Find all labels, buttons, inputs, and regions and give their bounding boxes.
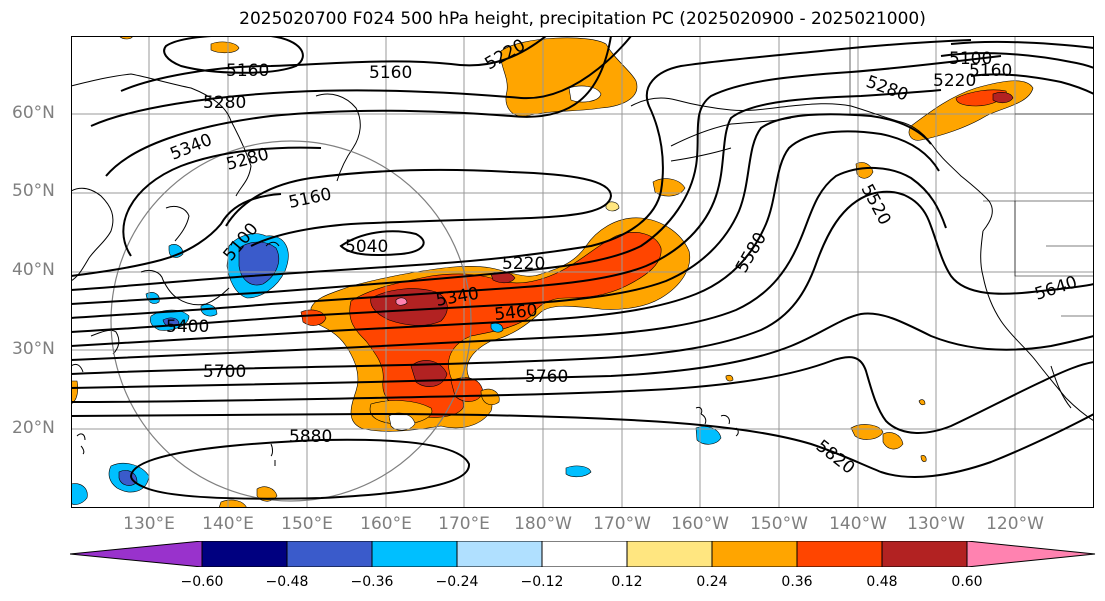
map-panel: 5160 5160 5220 5100 5160 5220 5280 5280 … [71, 36, 1094, 508]
colorbar-tick-label: 0.60 [951, 574, 983, 590]
map-frame [71, 36, 1094, 508]
colorbar-tick-label: −0.60 [180, 574, 224, 590]
lat-label-50n: 50°N [12, 181, 55, 201]
lon-label-180w: 180°W [514, 514, 572, 534]
circle-overlay [110, 140, 472, 502]
lon-label-160w: 160°W [671, 514, 729, 534]
contour-label: 5880 [289, 427, 332, 447]
contour-label: 5400 [166, 317, 209, 337]
contour-label: 5220 [933, 71, 976, 91]
lon-label-170w: 170°W [593, 514, 651, 534]
contour-label: 5160 [226, 61, 269, 81]
contour-label: 5100 [949, 49, 992, 69]
map-title: 2025020700 F024 500 hPa height, precipit… [239, 9, 926, 29]
colorbar-tick-label: −0.24 [435, 574, 479, 590]
lon-label-120w: 120°W [986, 514, 1044, 534]
lon-label-140e: 140°E [202, 514, 254, 534]
contour-label: 5280 [203, 93, 246, 113]
height-contours [71, 36, 1094, 500]
lat-label-30n: 30°N [12, 339, 55, 359]
lon-label-130e: 130°E [123, 514, 175, 534]
colorbar-tick-label: 0.36 [781, 574, 813, 590]
lon-label-140w: 140°W [829, 514, 887, 534]
colorbar-tick-label: 0.12 [611, 574, 643, 590]
lat-label-60n: 60°N [12, 103, 55, 123]
colorbar-tick-label: 0.48 [866, 574, 898, 590]
lat-label-40n: 40°N [12, 260, 55, 280]
contour-label: 5160 [369, 63, 412, 83]
contour-label: 5700 [203, 362, 246, 382]
colorbar-tick-label: −0.36 [350, 574, 394, 590]
lat-label-20n: 20°N [12, 418, 55, 438]
lon-label-170e: 170°E [438, 514, 490, 534]
lon-label-160e: 160°E [360, 514, 412, 534]
colorbar [70, 541, 1096, 567]
contour-label: 5460 [493, 301, 538, 325]
lon-label-150e: 150°E [281, 514, 333, 534]
colorbar-tick-label: −0.12 [520, 574, 564, 590]
lon-label-150w: 150°W [750, 514, 808, 534]
colorbar-tick-label: −0.48 [265, 574, 309, 590]
contour-label: 5220 [502, 254, 545, 274]
borders [849, 36, 1094, 317]
contour-label: 5040 [345, 237, 388, 257]
contour-label: 5760 [525, 367, 568, 387]
colorbar-tick-label: 0.24 [696, 574, 728, 590]
lon-label-130w: 130°W [907, 514, 965, 534]
contour-label: 5160 [969, 61, 1012, 81]
